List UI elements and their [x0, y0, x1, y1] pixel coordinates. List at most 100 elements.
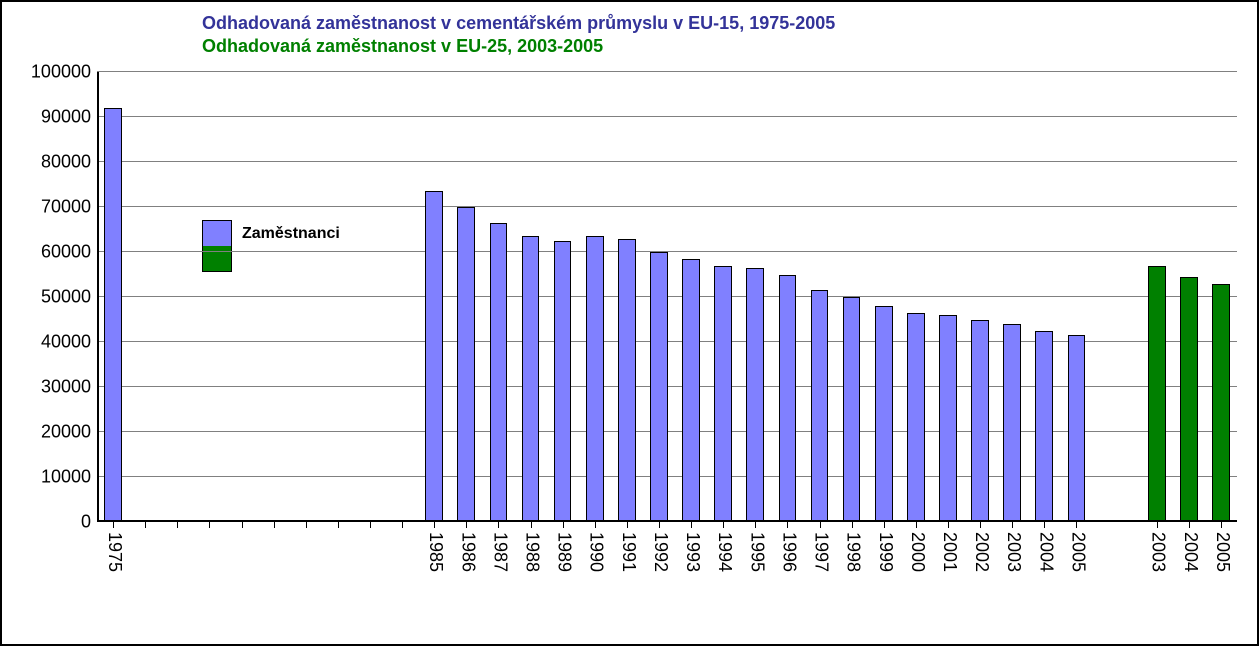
x-tick — [916, 522, 917, 528]
x-axis-label: 1998 — [843, 532, 864, 572]
bar — [746, 268, 764, 522]
x-tick — [980, 522, 981, 528]
x-axis-label: 2005 — [1067, 532, 1088, 572]
y-tick-label: 100000 — [31, 62, 97, 83]
x-axis-label: 1997 — [811, 532, 832, 572]
x-tick — [1221, 522, 1222, 528]
y-tick: 60000 — [41, 242, 97, 263]
bar — [1148, 266, 1166, 523]
bar — [522, 236, 540, 522]
x-tick — [820, 522, 821, 528]
y-tick: 30000 — [41, 377, 97, 398]
y-tick-label: 50000 — [41, 287, 97, 308]
x-tick — [402, 522, 403, 528]
x-tick — [531, 522, 532, 528]
y-tick: 0 — [81, 512, 97, 533]
y-tick: 10000 — [41, 467, 97, 488]
x-tick — [209, 522, 210, 528]
y-tick-label: 90000 — [41, 107, 97, 128]
x-axis-label: 1988 — [522, 532, 543, 572]
x-axis-label: 1996 — [778, 532, 799, 572]
x-tick — [434, 522, 435, 528]
x-axis-label: 1991 — [618, 532, 639, 572]
chart-title-2: Odhadovaná zaměstnanost v EU-25, 2003-20… — [202, 35, 835, 58]
y-tick-label: 40000 — [41, 332, 97, 353]
x-tick — [787, 522, 788, 528]
x-tick — [1189, 522, 1190, 528]
bars-container — [97, 72, 1237, 522]
x-axis-label: 2005 — [1212, 532, 1233, 572]
x-tick — [113, 522, 114, 528]
x-tick — [948, 522, 949, 528]
bar — [682, 259, 700, 522]
y-tick-label: 10000 — [41, 467, 97, 488]
y-tick-label: 70000 — [41, 197, 97, 218]
x-axis-label: 1994 — [714, 532, 735, 572]
bar — [554, 241, 572, 522]
x-axis-label: 1999 — [875, 532, 896, 572]
y-tick-label: 20000 — [41, 422, 97, 443]
x-axis-label: 2000 — [907, 532, 928, 572]
x-tick — [1076, 522, 1077, 528]
x-axis-label: 1987 — [489, 532, 510, 572]
y-tick-label: 80000 — [41, 152, 97, 173]
x-tick — [370, 522, 371, 528]
x-axis-label: 2004 — [1035, 532, 1056, 572]
bar — [1212, 284, 1230, 523]
x-axis-label: 1990 — [586, 532, 607, 572]
x-tick — [723, 522, 724, 528]
y-axis: 0100002000030000400005000060000700008000… — [17, 72, 97, 522]
x-axis-label: 2004 — [1180, 532, 1201, 572]
x-axis-label: 1992 — [650, 532, 671, 572]
x-tick — [177, 522, 178, 528]
x-tick — [338, 522, 339, 528]
x-tick — [659, 522, 660, 528]
x-axis-line — [97, 520, 1237, 522]
x-tick — [755, 522, 756, 528]
x-tick — [1012, 522, 1013, 528]
x-axis-label: 1975 — [104, 532, 125, 572]
x-axis-label: 1989 — [554, 532, 575, 572]
bar — [1180, 277, 1198, 522]
y-tick-label: 0 — [81, 512, 97, 533]
x-tick — [274, 522, 275, 528]
bar — [1003, 324, 1021, 522]
bar — [586, 236, 604, 522]
bar — [811, 290, 829, 522]
x-axis-label: 2003 — [1003, 532, 1024, 572]
y-tick-label: 30000 — [41, 377, 97, 398]
x-axis-label: 2002 — [971, 532, 992, 572]
bar — [843, 297, 861, 522]
x-tick — [306, 522, 307, 528]
chart-titles: Odhadovaná zaměstnanost v cementářském p… — [202, 12, 835, 59]
bar — [457, 207, 475, 522]
x-tick — [466, 522, 467, 528]
x-tick — [884, 522, 885, 528]
y-tick: 100000 — [31, 62, 97, 83]
x-tick — [145, 522, 146, 528]
plot-area: 0100002000030000400005000060000700008000… — [97, 72, 1237, 522]
x-tick — [595, 522, 596, 528]
bar — [425, 191, 443, 522]
x-tick — [498, 522, 499, 528]
x-axis-label: 1993 — [682, 532, 703, 572]
x-tick — [852, 522, 853, 528]
y-tick-label: 60000 — [41, 242, 97, 263]
x-tick — [691, 522, 692, 528]
x-tick — [563, 522, 564, 528]
chart-frame: Odhadovaná zaměstnanost v cementářském p… — [0, 0, 1259, 646]
bar — [907, 313, 925, 522]
x-tick — [242, 522, 243, 528]
x-axis-label: 1986 — [457, 532, 478, 572]
y-tick: 70000 — [41, 197, 97, 218]
y-tick: 80000 — [41, 152, 97, 173]
y-tick: 20000 — [41, 422, 97, 443]
x-tick — [1157, 522, 1158, 528]
x-tick — [627, 522, 628, 528]
y-tick: 90000 — [41, 107, 97, 128]
bar — [618, 239, 636, 523]
x-axis-label: 2003 — [1148, 532, 1169, 572]
bar — [650, 252, 668, 522]
bar — [714, 266, 732, 523]
bar — [104, 108, 122, 522]
